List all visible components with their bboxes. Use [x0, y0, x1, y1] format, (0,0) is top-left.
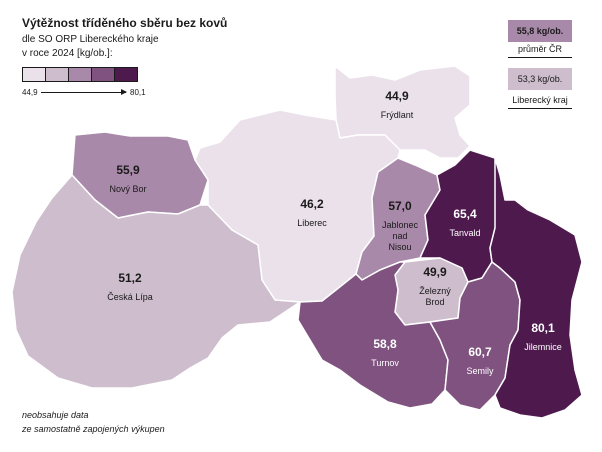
region-value-jilemnice: 80,1 [531, 321, 555, 335]
legend-max-label: 80,1 [130, 88, 146, 97]
reference-cr-label: průměr ČR [517, 44, 562, 54]
region-value-ceska-lipa: 51,2 [118, 271, 142, 285]
reference-kraj-value: 53,3 kg/ob. [517, 74, 563, 84]
reference-kraj-box: 53,3 kg/ob. [508, 68, 572, 90]
region-ceska-lipa[interactable] [11, 174, 301, 389]
region-name-jablonec: Jablonec [382, 220, 419, 230]
region-name-zelezny-brod: Brod [425, 297, 444, 307]
legend-min-label: 44,9 [22, 88, 38, 97]
region-value-tanvald: 65,4 [453, 207, 477, 221]
legend-arrow [41, 89, 127, 95]
map-title: Výtěžnost tříděného sběru bez kovů [22, 16, 228, 30]
region-name-frydlant: Frýdlant [381, 110, 414, 120]
region-name-turnov: Turnov [371, 358, 399, 368]
legend-swatch-5 [114, 67, 138, 82]
region-name-semily: Semily [466, 366, 494, 376]
region-name-liberec: Liberec [297, 218, 327, 228]
region-value-liberec: 46,2 [300, 197, 324, 211]
region-value-jablonec: 57,0 [388, 199, 412, 213]
footnote-line-2: ze samostatně zapojených výkupen [22, 424, 165, 434]
reference-cr-value: 55,8 kg/ob. [516, 26, 564, 36]
footnote-line-1: neobsahuje data [22, 410, 89, 420]
region-name-nowy-bor: Nový Bor [109, 184, 146, 194]
region-name-jablonec: nad [392, 231, 407, 241]
legend-color-scale [22, 67, 138, 82]
map-subtitle-2: v roce 2024 [kg/ob.]: [22, 48, 113, 59]
region-value-nowy-bor: 55,9 [116, 163, 140, 177]
reference-kraj-label: Liberecký kraj [512, 95, 568, 105]
region-name-jilemnice: Jilemnice [524, 342, 562, 352]
region-jilemnice[interactable] [489, 157, 583, 419]
reference-cr-underline [508, 57, 572, 58]
region-name-zelezny-brod: Železný [419, 286, 451, 296]
region-value-zelezny-brod: 49,9 [423, 265, 447, 279]
map-subtitle-1: dle SO ORP Libereckého kraje [22, 34, 159, 45]
reference-cr-box: 55,8 kg/ob. [508, 20, 572, 42]
region-value-semily: 60,7 [468, 345, 492, 359]
region-value-turnov: 58,8 [373, 337, 397, 351]
region-name-jablonec: Nisou [388, 242, 411, 252]
reference-kraj-underline [508, 108, 572, 109]
region-value-frydlant: 44,9 [385, 89, 409, 103]
region-name-ceska-lipa: Česká Lípa [107, 292, 153, 302]
region-name-tanvald: Tanvald [449, 228, 480, 238]
